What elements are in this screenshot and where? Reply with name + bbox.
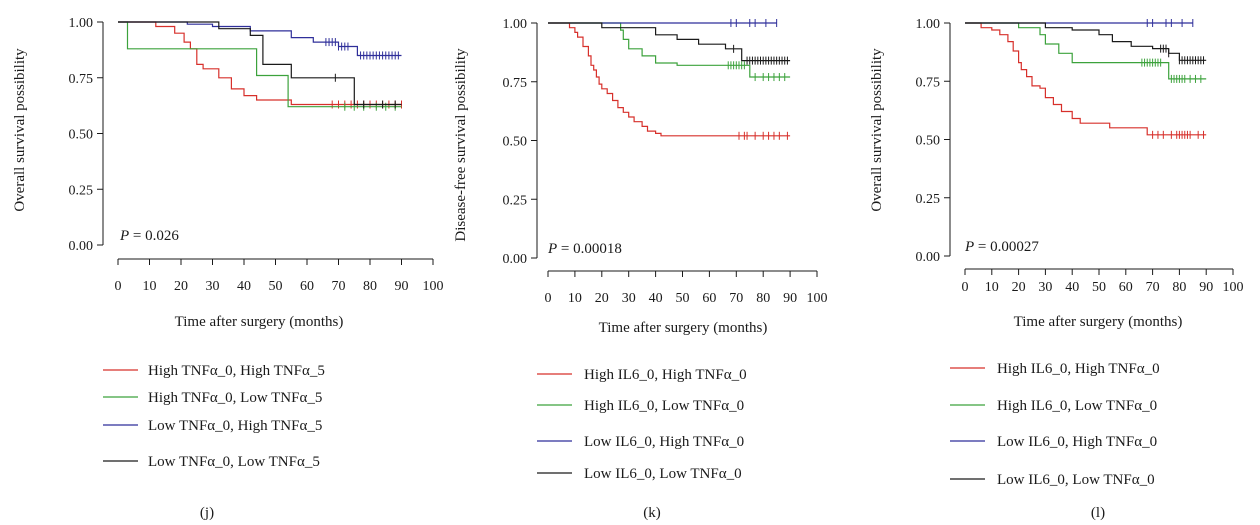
- legend-label: Low IL6_0, High TNFα_0: [997, 434, 1157, 450]
- p-symbol: P: [964, 239, 974, 255]
- x-tick-label: 60: [1119, 280, 1133, 295]
- x-tick-label: 30: [1038, 280, 1052, 295]
- panel-k-ylabel: Disease-free survival possibility: [453, 48, 469, 242]
- x-tick-label: 50: [269, 279, 283, 294]
- panel-l-label: (l): [1091, 505, 1105, 521]
- panel-l-pvalue: P = 0.00027: [964, 239, 1039, 255]
- panel-j-legend: High TNFα_0, High TNFα_5 High TNFα_0, Lo…: [103, 363, 325, 470]
- legend-label: Low IL6_0, High TNFα_0: [584, 434, 744, 450]
- survival-curve: [118, 21, 402, 108]
- y-tick-label: 0.75: [503, 76, 528, 91]
- panel-j-ylabel: Overall survival possibility: [12, 48, 28, 212]
- legend-label: Low TNFα_0, High TNFα_5: [148, 418, 322, 434]
- panel-j-label: (j): [200, 505, 214, 521]
- panel-j-xlabel: Time after surgery (months): [175, 314, 344, 330]
- p-symbol: P: [547, 241, 557, 257]
- survival-curve: [965, 22, 1207, 61]
- x-tick-label: 50: [1092, 280, 1106, 295]
- survival-curve: [965, 22, 1207, 80]
- x-tick-label: 20: [595, 291, 609, 306]
- survival-curve: [118, 21, 402, 106]
- panel-l-xlabel: Time after surgery (months): [1014, 314, 1183, 330]
- legend-label: Low IL6_0, Low TNFα_0: [997, 472, 1155, 488]
- p-value-text: = 0.00018: [557, 241, 622, 257]
- y-tick-label: 1.00: [916, 17, 941, 32]
- panel-l-legend: High IL6_0, High TNFα_0 High IL6_0, Low …: [950, 361, 1160, 488]
- p-value-text: = 0.00027: [974, 239, 1039, 255]
- y-tick-label: 0.25: [503, 193, 528, 208]
- x-tick-label: 80: [363, 279, 377, 294]
- panel-k-pvalue: P = 0.00018: [547, 241, 622, 257]
- legend-label: Low TNFα_0, Low TNFα_5: [148, 454, 320, 470]
- x-tick-label: 60: [300, 279, 314, 294]
- panel-k-legend: High IL6_0, High TNFα_0 High IL6_0, Low …: [537, 367, 747, 482]
- survival-curve: [548, 22, 791, 78]
- x-tick-label: 0: [115, 279, 122, 294]
- legend-label: High TNFα_0, High TNFα_5: [148, 363, 325, 379]
- y-tick-label: 0.25: [69, 183, 94, 198]
- x-tick-label: 60: [702, 291, 716, 306]
- panel-l-plot: 0.00 0.25 0.50 0.75 1.00 0 10 20 30 40 50 60 70 80 90 1…: [916, 17, 1244, 295]
- legend-label: High IL6_0, Low TNFα_0: [584, 398, 744, 414]
- p-symbol: P: [119, 228, 129, 244]
- survival-curve: [548, 22, 791, 137]
- x-tick-label: 70: [1146, 280, 1160, 295]
- legend-label: High IL6_0, High TNFα_0: [584, 367, 747, 383]
- y-tick-label: 0.00: [503, 252, 528, 267]
- panel-l-ylabel: Overall survival possibility: [869, 48, 885, 212]
- panel-k-plot: 0.00 0.25 0.50 0.75 1.00 0 10 20 30 40 50 60 70 80 90 1…: [503, 17, 828, 306]
- y-tick-label: 1.00: [503, 17, 528, 32]
- x-tick-label: 20: [1012, 280, 1026, 295]
- y-tick-label: 0.25: [916, 192, 941, 207]
- survival-curve: [965, 22, 1207, 136]
- x-tick-label: 50: [676, 291, 690, 306]
- x-tick-label: 0: [962, 280, 969, 295]
- x-tick-label: 70: [729, 291, 743, 306]
- x-tick-label: 90: [395, 279, 409, 294]
- x-tick-label: 70: [332, 279, 346, 294]
- x-tick-label: 90: [1199, 280, 1213, 295]
- panel-j-plot: 0.00 0.25 0.50 0.75 1.00 0 10 20 30 40 50 60 70 80 90 1…: [69, 16, 444, 294]
- legend-label: Low IL6_0, Low TNFα_0: [584, 466, 742, 482]
- x-tick-label: 40: [649, 291, 663, 306]
- panel-l: 0.00 0.25 0.50 0.75 1.00 0 10 20 30 40 50 60 70 80 90 1…: [869, 17, 1244, 521]
- x-tick-label: 40: [237, 279, 251, 294]
- x-tick-label: 100: [423, 279, 444, 294]
- legend-label: High IL6_0, High TNFα_0: [997, 361, 1160, 377]
- y-tick-label: 0.00: [69, 239, 94, 254]
- panel-j: 0.00 0.25 0.50 0.75 1.00 0 10 20 30 40 50 60 70 80 90 1…: [12, 16, 444, 521]
- x-tick-label: 10: [143, 279, 157, 294]
- x-tick-label: 80: [756, 291, 770, 306]
- x-tick-label: 90: [783, 291, 797, 306]
- panel-k: 0.00 0.25 0.50 0.75 1.00 0 10 20 30 40 50 60 70 80 90 1…: [453, 17, 828, 521]
- survival-curve: [118, 21, 402, 106]
- x-tick-label: 40: [1065, 280, 1079, 295]
- p-value-text: = 0.026: [129, 228, 179, 244]
- legend-label: High IL6_0, Low TNFα_0: [997, 398, 1157, 414]
- x-tick-label: 0: [545, 291, 552, 306]
- x-tick-label: 20: [174, 279, 188, 294]
- y-tick-label: 1.00: [69, 16, 94, 31]
- x-tick-label: 100: [1223, 280, 1244, 295]
- panel-k-xlabel: Time after surgery (months): [599, 320, 768, 336]
- y-tick-label: 0.00: [916, 250, 941, 265]
- x-tick-label: 30: [206, 279, 220, 294]
- survival-curve: [548, 22, 791, 62]
- y-tick-label: 0.75: [916, 75, 941, 90]
- y-tick-label: 0.50: [916, 134, 941, 149]
- x-tick-label: 10: [985, 280, 999, 295]
- panel-k-label: (k): [643, 505, 661, 521]
- x-tick-label: 10: [568, 291, 582, 306]
- x-tick-label: 30: [622, 291, 636, 306]
- x-tick-label: 100: [807, 291, 828, 306]
- y-tick-label: 0.50: [69, 128, 94, 143]
- panel-j-pvalue: P = 0.026: [119, 228, 179, 244]
- legend-label: High TNFα_0, Low TNFα_5: [148, 390, 322, 406]
- y-tick-label: 0.50: [503, 135, 528, 150]
- y-tick-label: 0.75: [69, 72, 94, 87]
- x-tick-label: 80: [1172, 280, 1186, 295]
